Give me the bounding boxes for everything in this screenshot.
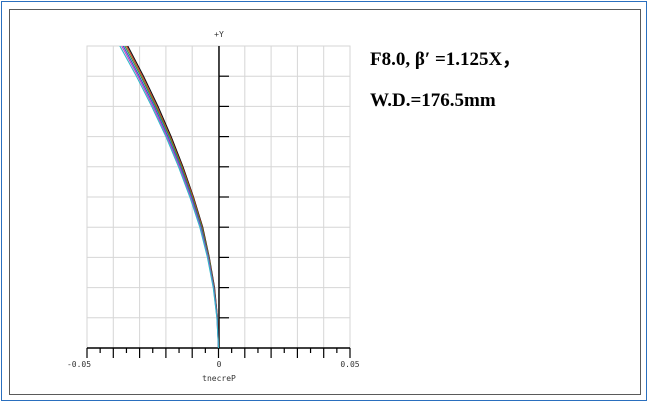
x-tick-label-center: 0 [217, 360, 222, 369]
x-tick-label-left: -0.05 [67, 360, 91, 369]
chart-ticks [86, 75, 351, 358]
chart-curves [119, 46, 220, 348]
inner-frame [9, 9, 641, 395]
x-axis-label: tnecreP [202, 374, 236, 383]
y-axis-label: +Y [214, 30, 224, 39]
x-tick-label-right: 0.05 [340, 360, 359, 369]
caption-line-1: F8.0, β′ =1.125X， [370, 49, 522, 70]
caption-line-2: W.D.=176.5mm [370, 90, 496, 111]
series-line-6 [119, 46, 220, 348]
